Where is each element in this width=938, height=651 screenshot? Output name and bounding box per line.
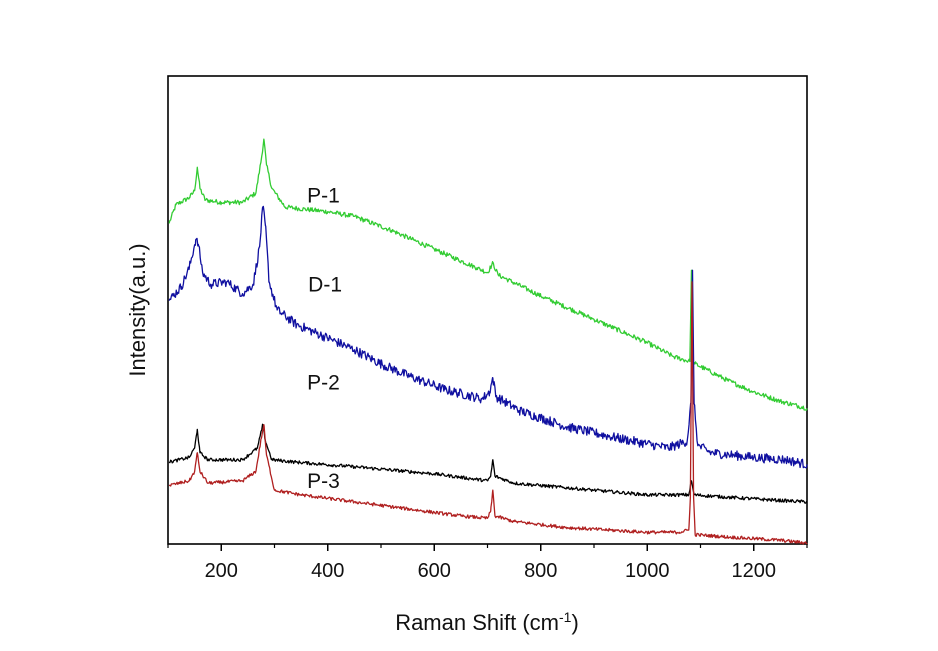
x-axis-ticks: 200 400 600 800 1000 1200 [167, 544, 808, 582]
series-label-p-2: P-2 [307, 372, 340, 395]
x-tick-label-600: 600 [418, 560, 451, 582]
plot-frame [167, 75, 808, 545]
series-label-p-1: P-1 [307, 184, 340, 207]
series-label-d-1: D-1 [308, 273, 342, 296]
series-line-d-1 [168, 205, 808, 469]
x-axis-title-superscript: -1 [559, 609, 572, 625]
x-tick-label-1000: 1000 [625, 560, 670, 582]
series-line-p-3 [168, 281, 808, 545]
x-axis-title: Raman Shift (cm-1) [395, 609, 579, 635]
x-tick-label-400: 400 [311, 560, 344, 582]
series-labels: P-1 D-1 P-2 P-3 [307, 184, 342, 492]
series-group [168, 138, 808, 545]
x-axis-title-main: Raman Shift (cm [395, 610, 559, 635]
series-label-p-3: P-3 [307, 470, 340, 493]
series-line-p-1 [168, 138, 808, 411]
series-line-p-2 [168, 423, 808, 504]
x-tick-label-800: 800 [524, 560, 557, 582]
x-tick-label-200: 200 [205, 560, 238, 582]
y-axis-title: Intensity(a.u.) [125, 243, 150, 376]
x-tick-label-1200: 1200 [732, 560, 777, 582]
x-axis-title-tail: ) [571, 610, 578, 635]
